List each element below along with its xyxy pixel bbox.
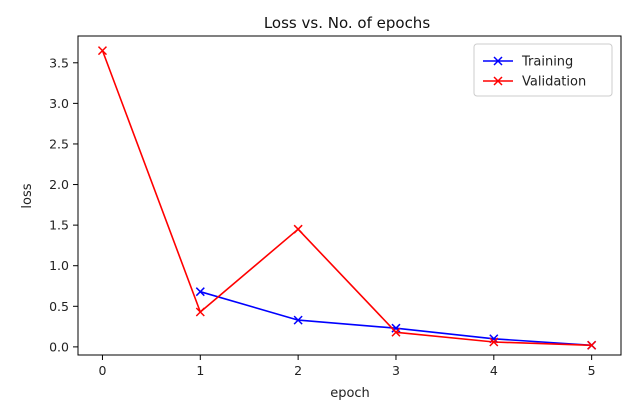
y-axis-ticks: 0.0 0.5 1.0 1.5 2.0 2.5 3.0 3.5	[49, 55, 78, 354]
point-marker-stroke	[195, 307, 205, 317]
data-point-validation	[97, 46, 107, 56]
series-layer	[97, 46, 597, 350]
legend-box	[473, 43, 613, 97]
y-tick-label: 2.5	[49, 136, 69, 151]
data-point-training	[195, 287, 205, 297]
x-tick-label: 0	[98, 363, 106, 378]
point-marker-stroke	[293, 224, 303, 234]
data-point-validation	[587, 340, 597, 350]
data-point-validation	[195, 307, 205, 317]
point-marker-stroke	[293, 315, 303, 325]
data-point-training	[391, 323, 401, 333]
data-point-training	[293, 315, 303, 325]
data-point-validation	[391, 327, 401, 337]
legend-label: Validation	[522, 75, 586, 90]
x-tick-label: 5	[588, 363, 596, 378]
y-tick-label: 2.0	[49, 177, 69, 192]
point-marker-stroke	[489, 337, 499, 347]
point-marker-stroke	[391, 323, 401, 333]
series-line-validation	[101, 50, 592, 347]
chart-title: Loss vs. No. of epochs	[264, 14, 430, 32]
y-tick-label: 0.5	[49, 299, 69, 314]
y-axis-label: loss	[20, 183, 35, 208]
point-marker-stroke	[391, 327, 401, 337]
legend-marker-stroke	[493, 56, 503, 66]
y-tick-label: 1.0	[49, 258, 69, 273]
x-axis-ticks: 0 1 2 3 4 5	[98, 355, 596, 378]
point-marker-stroke	[195, 287, 205, 297]
legend-marker-stroke	[493, 76, 503, 86]
point-marker-stroke	[587, 340, 597, 350]
legend-item-training: Training	[483, 55, 573, 70]
y-tick-label: 3.5	[49, 55, 69, 70]
y-tick-label: 0.0	[49, 339, 69, 354]
data-point-validation	[293, 224, 303, 234]
legend: Training Validation	[473, 43, 613, 97]
x-tick-label: 3	[392, 363, 400, 378]
x-tick-label: 4	[490, 363, 498, 378]
y-tick-label: 3.0	[49, 96, 69, 111]
point-marker-stroke	[97, 46, 107, 56]
y-tick-label: 1.5	[49, 218, 69, 233]
data-point-validation	[489, 337, 499, 347]
legend-label: Training	[521, 55, 573, 70]
x-tick-label: 1	[196, 363, 204, 378]
legend-item-validation: Validation	[483, 75, 586, 90]
x-axis-label: epoch	[330, 386, 370, 401]
x-tick-label: 2	[294, 363, 302, 378]
